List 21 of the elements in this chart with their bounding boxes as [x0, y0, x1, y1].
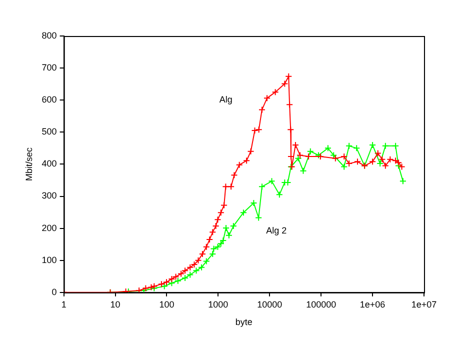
y-tick-label: 500	[42, 126, 57, 137]
annotation: Alg	[219, 94, 232, 105]
annotation: Alg 2	[266, 225, 287, 236]
x-tick-label: 100	[159, 299, 174, 310]
y-tick-label: 100	[42, 254, 57, 265]
x-tick-label: 1000	[208, 299, 228, 310]
x-tick-label: 1	[61, 299, 66, 310]
x-tick-label: 10000	[257, 299, 282, 310]
y-tick-label: 600	[42, 94, 57, 105]
x-tick-label: 1e+07	[411, 299, 437, 310]
y-axis-title: Mbit/sec	[24, 146, 34, 181]
x-axis-title: byte	[235, 317, 252, 328]
y-tick-label: 700	[42, 62, 57, 73]
x-tick-label: 100000	[306, 299, 336, 310]
y-tick-label: 400	[42, 158, 57, 169]
y-tick-label: 800	[42, 30, 57, 40]
y-tick-label: 0	[52, 286, 57, 297]
y-tick-label: 200	[42, 222, 57, 233]
x-tick-label: 1e+06	[360, 299, 386, 310]
x-tick-label: 10	[110, 299, 120, 310]
y-tick-label: 300	[42, 190, 57, 201]
